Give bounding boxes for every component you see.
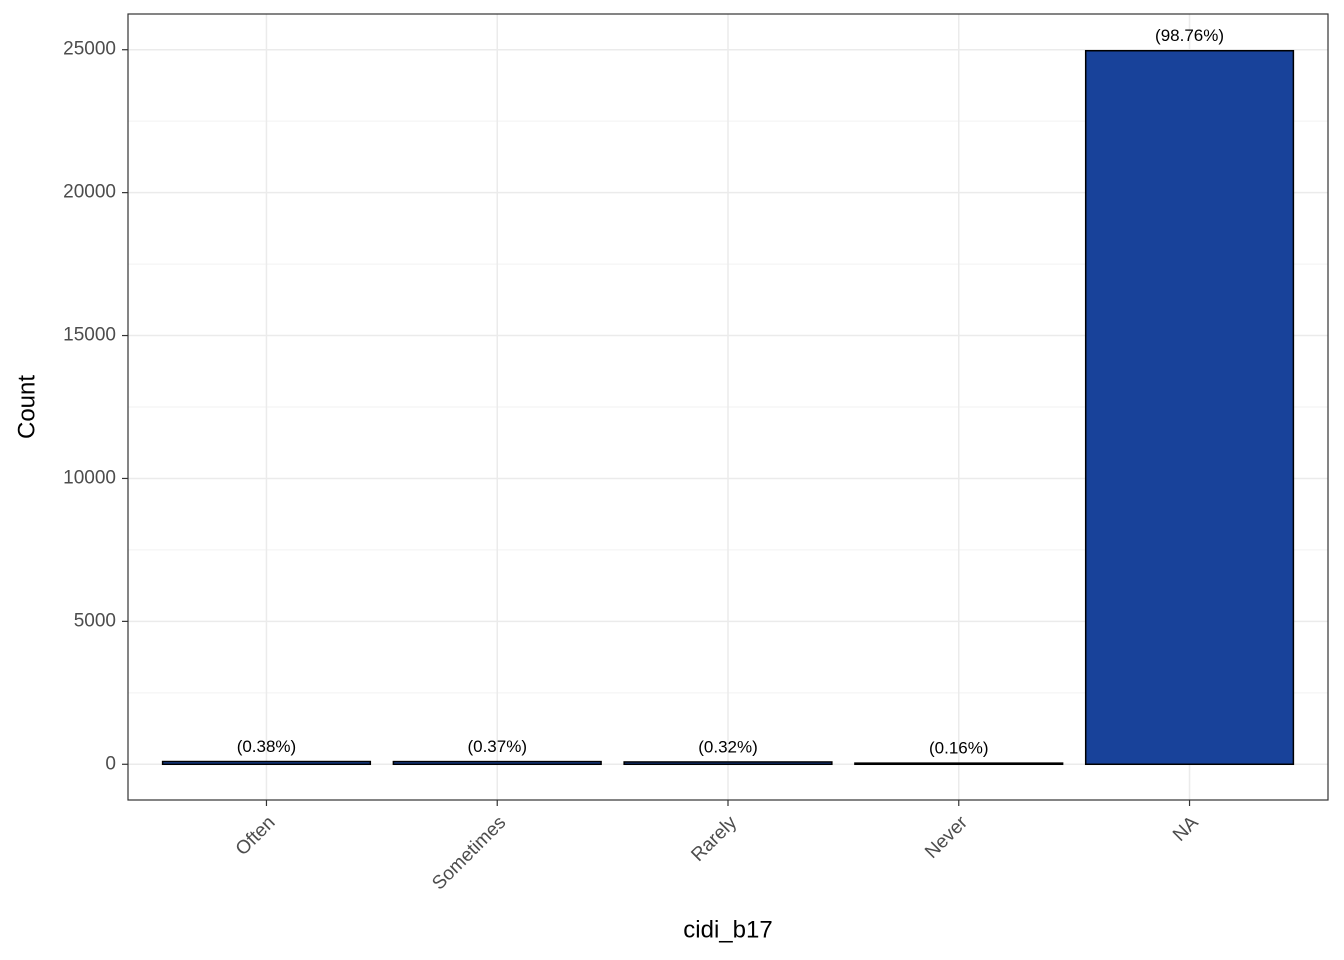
y-axis-title: Count — [13, 375, 40, 439]
bar — [161, 760, 372, 766]
x-tick-label: Rarely — [687, 812, 741, 866]
bar — [623, 761, 833, 766]
bar-annotation: (0.32%) — [698, 737, 758, 756]
y-tick-label: 10000 — [63, 467, 116, 488]
bar — [1084, 49, 1295, 766]
y-tick-label: 25000 — [63, 39, 116, 60]
x-axis-title: cidi_b17 — [683, 916, 772, 943]
y-tick-label: 0 — [105, 753, 116, 774]
x-tick-label: Never — [921, 812, 972, 863]
y-tick-label: 15000 — [63, 325, 116, 346]
bar-annotation: (0.16%) — [929, 739, 989, 758]
bar — [854, 762, 1064, 766]
x-tick-label: Sometimes — [428, 812, 510, 894]
panel-border — [127, 13, 1329, 801]
x-tick-label: Often — [232, 812, 280, 860]
bar-annotation: (0.38%) — [237, 737, 297, 756]
y-tick-label: 5000 — [74, 610, 116, 631]
bar-annotation: (0.37%) — [467, 737, 527, 756]
y-tick-label: 20000 — [63, 182, 116, 203]
bar — [392, 760, 602, 766]
x-tick-label: NA — [1169, 812, 1203, 846]
bar-annotation: (98.76%) — [1155, 26, 1224, 45]
